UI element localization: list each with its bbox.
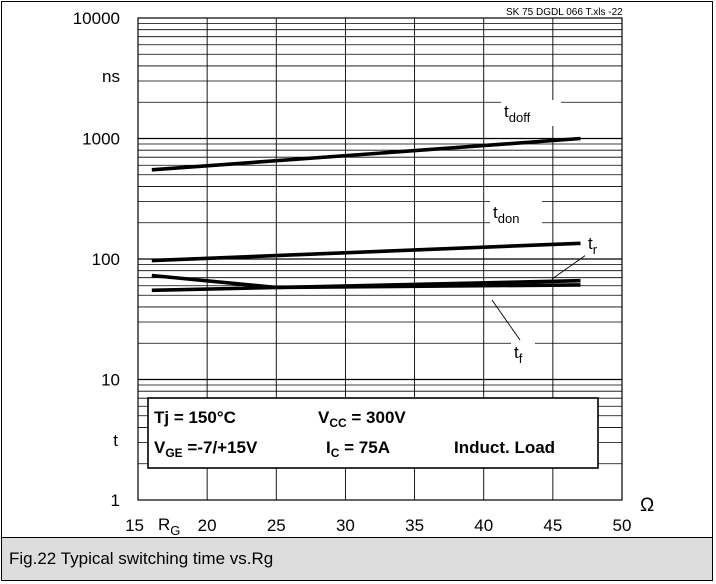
cond-vge-value: =-7/+15V: [183, 438, 258, 457]
x-tick-label: 25: [267, 516, 286, 535]
y-unit-label: ns: [102, 67, 120, 86]
series-label-main: t: [588, 234, 593, 253]
plot-border: [137, 17, 623, 501]
series-label-sub: doff: [509, 110, 531, 125]
cond-vge-sub: GE: [165, 446, 182, 460]
y-symbol-label: t: [113, 431, 118, 450]
x-tick-label: 30: [336, 516, 355, 535]
x-tick-label: 45: [543, 516, 562, 535]
x-tick-label: 20: [198, 516, 217, 535]
series-label-f: tf: [514, 343, 523, 366]
y-tick-label: 100: [92, 250, 120, 269]
series-line-f: [151, 273, 581, 290]
x-tick-labels: 15 20 25 30 35 40 45 50: [125, 516, 631, 535]
series-label-don: tdon: [493, 203, 519, 226]
series-label-r: tr: [588, 234, 598, 257]
label-leader-lines: [491, 254, 587, 341]
cond-vcc: VCC = 300V: [318, 408, 406, 430]
x-symbol-main: R: [158, 515, 170, 534]
leader-line-tf: [491, 299, 521, 341]
series-label-main: t: [504, 102, 509, 121]
cond-ic-sub: C: [331, 446, 340, 460]
x-symbol-label: RG: [158, 515, 180, 538]
cond-vcc-sub: CC: [329, 416, 347, 430]
cond-vcc-main: V: [318, 408, 330, 427]
series-lines: [151, 136, 581, 293]
leader-line-tr: [551, 254, 587, 280]
y-tick-label: 1000: [82, 130, 120, 149]
cond-ic: IC = 75A: [326, 438, 390, 460]
y-tick-labels: 10000 1000 100 10 1: [73, 9, 120, 510]
x-tick-label: 35: [405, 516, 424, 535]
series-label-bg: [511, 341, 535, 367]
series-label-main: t: [493, 203, 498, 222]
series-label-bg: [490, 201, 542, 227]
cond-vge: VGE =-7/+15V: [154, 438, 258, 460]
x-unit-label: Ω: [640, 495, 654, 516]
cond-vge-main: V: [154, 438, 166, 457]
cond-tj: Tj = 150°C: [154, 408, 236, 427]
x-tick-label: 40: [474, 516, 493, 535]
series-label-main: t: [514, 343, 519, 362]
y-tick-label: 10: [101, 371, 120, 390]
series-label-bg: [585, 232, 609, 258]
x-tick-label: 50: [613, 516, 632, 535]
source-tag: SK 75 DGDL 066 T.xls -22: [506, 7, 623, 18]
cond-ic-value: = 75A: [339, 438, 390, 457]
conditions-box: [147, 397, 599, 469]
y-tick-label: 10000: [73, 9, 120, 28]
series-line-don: [151, 241, 581, 263]
series-label-doff: tdoff: [504, 102, 531, 125]
cond-ic-main: I: [326, 438, 331, 457]
y-tick-label: 1: [111, 491, 120, 510]
chart: 15 20 25 30 35 40 45 50 10000 1000 100 10 1 SK 75 D…: [73, 7, 655, 538]
x-tick-label: 15: [125, 516, 144, 535]
x-symbol-sub: G: [170, 523, 180, 538]
series-label-sub: f: [519, 351, 523, 366]
cond-load: Induct. Load: [454, 438, 555, 457]
series-label-bg: [501, 100, 561, 126]
series-label-sub: r: [593, 242, 598, 257]
series-label-sub: don: [498, 211, 520, 226]
figure-caption: Fig.22 Typical switching time vs.Rg: [1, 537, 713, 581]
cond-vcc-value: = 300V: [347, 408, 407, 427]
series-line-doff: [151, 136, 581, 172]
